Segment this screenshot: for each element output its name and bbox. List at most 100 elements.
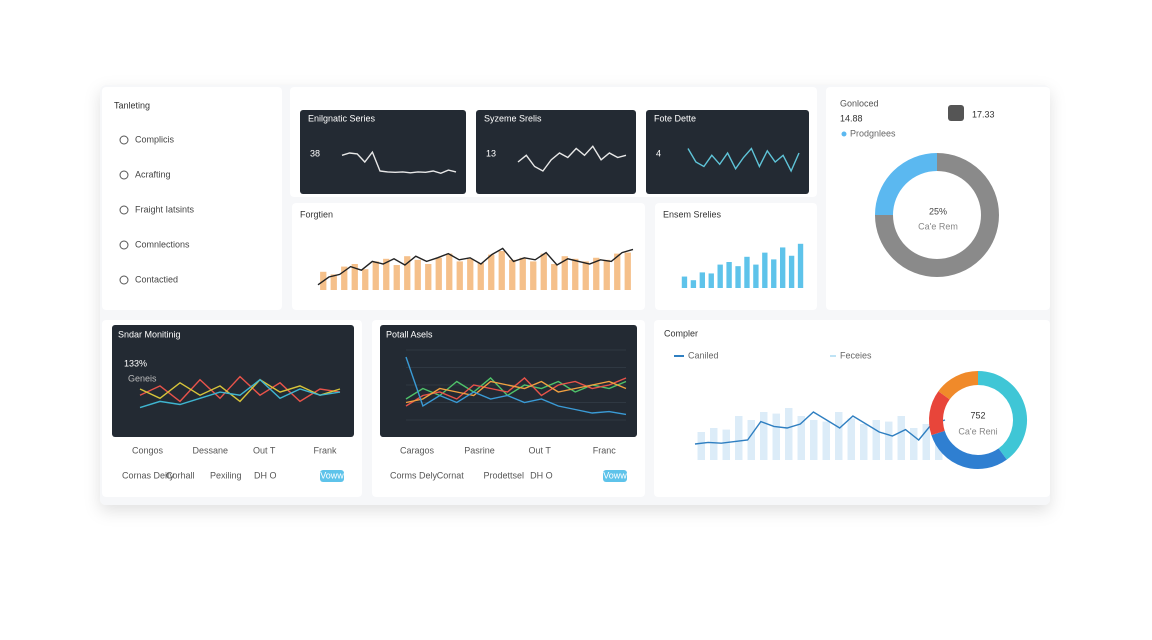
label: Geneis (128, 373, 157, 383)
bar (446, 253, 453, 290)
bar (835, 412, 843, 460)
label: Fote Dette (654, 113, 696, 123)
bar (788, 255, 795, 288)
label: Pexiling (210, 470, 242, 480)
bar (540, 253, 547, 290)
label: Pasrine (464, 445, 495, 455)
dark-card (476, 110, 636, 194)
bar (780, 247, 786, 288)
bar (772, 413, 780, 460)
donut-segment (938, 371, 979, 400)
label: Acrafting (135, 169, 171, 179)
bar (572, 258, 579, 290)
bar (456, 261, 463, 290)
bar (726, 262, 732, 288)
panel (654, 320, 1050, 497)
label: Cornas Deity (122, 470, 175, 480)
line (694, 411, 946, 445)
legend-dot (841, 131, 847, 137)
donut-segment (931, 430, 1007, 469)
bar (593, 257, 600, 290)
button[interactable] (320, 470, 344, 482)
bar (330, 274, 337, 290)
panel (826, 87, 1050, 310)
label: Voww (320, 470, 344, 480)
bar (477, 262, 484, 290)
line (139, 378, 341, 409)
label: 17.33 (972, 109, 995, 119)
dark-card (300, 110, 466, 194)
bar (435, 257, 442, 290)
label: 38 (310, 148, 320, 158)
bar (488, 254, 495, 290)
donut-segment (977, 371, 1027, 460)
bar (425, 264, 432, 290)
donut-segment (875, 153, 938, 216)
label: Gonloced (840, 98, 879, 108)
label: 25% (929, 206, 947, 216)
label: Corms Dely (390, 470, 438, 480)
line (517, 145, 627, 172)
icon (119, 135, 129, 145)
bar (372, 261, 379, 290)
label: Tanleting (114, 100, 150, 110)
label: Caragos (400, 445, 435, 455)
bar (910, 428, 918, 460)
label: Congos (132, 445, 164, 455)
bar (624, 252, 631, 290)
label: DH O (530, 470, 553, 480)
sidebar (102, 87, 282, 310)
icon (119, 275, 129, 285)
dark-card (112, 325, 354, 437)
bar (822, 421, 830, 460)
bar (383, 258, 390, 290)
line (687, 147, 800, 173)
button[interactable] (603, 470, 627, 482)
label: 133% (124, 358, 147, 368)
donut-segment (929, 391, 950, 436)
bar (922, 424, 930, 460)
label: Compler (664, 328, 698, 338)
layout (102, 87, 1050, 497)
label: Cornat (437, 470, 465, 480)
label: Corhall (166, 470, 195, 480)
line (317, 247, 634, 286)
label: Potall Asels (386, 329, 433, 339)
line (405, 356, 627, 416)
label: DH O (254, 470, 277, 480)
bar (393, 265, 400, 290)
icon (119, 205, 129, 215)
label: 14.88 (840, 113, 863, 123)
bar (710, 428, 718, 460)
bar (762, 252, 768, 288)
bar (362, 269, 369, 290)
bar (404, 256, 411, 290)
bar (561, 256, 568, 290)
bar (341, 266, 348, 290)
bar (351, 264, 358, 290)
bar (697, 432, 705, 460)
bar (681, 276, 688, 288)
label: Contactied (135, 274, 178, 284)
bar (885, 421, 893, 460)
bar (498, 251, 505, 290)
label: Syzeme Srelis (484, 113, 542, 123)
label: Out T (253, 445, 276, 455)
icon (119, 240, 129, 250)
bar (699, 272, 705, 288)
bar (847, 418, 855, 460)
label: Ca'e Reni (958, 426, 997, 436)
label: Feceies (840, 350, 872, 360)
line (139, 378, 341, 403)
bar (722, 429, 730, 460)
bar (582, 261, 589, 290)
donut-segment (875, 153, 999, 277)
label: 13 (486, 148, 496, 158)
bar (519, 257, 526, 290)
label: 752 (970, 410, 985, 420)
bar (753, 264, 759, 288)
bar (897, 416, 905, 460)
bar (414, 259, 421, 290)
label: Voww (603, 470, 627, 480)
